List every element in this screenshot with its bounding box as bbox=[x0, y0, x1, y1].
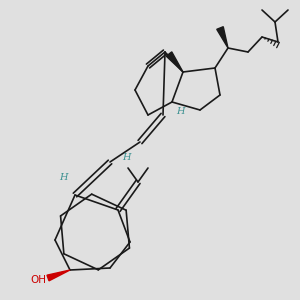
Text: OH: OH bbox=[30, 275, 46, 285]
Text: H: H bbox=[176, 107, 184, 116]
Polygon shape bbox=[217, 27, 228, 48]
Text: H: H bbox=[122, 152, 130, 161]
Text: H: H bbox=[59, 172, 67, 182]
Polygon shape bbox=[47, 270, 70, 281]
Polygon shape bbox=[166, 52, 183, 72]
